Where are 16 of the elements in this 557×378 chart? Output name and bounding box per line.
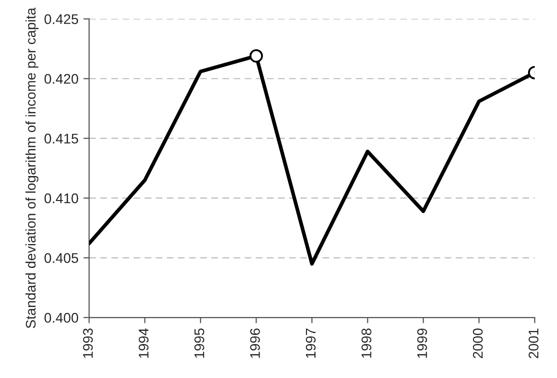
x-tick-label: 1993 <box>83 328 93 358</box>
x-tick-label: 1994 <box>138 328 149 358</box>
x-tick-label: 1998 <box>362 328 372 358</box>
x-tick-label: 2000 <box>472 328 483 358</box>
y-tick-label: 0.400 <box>44 312 78 323</box>
x-tick-label: 1997 <box>306 328 316 358</box>
y-tick-label: 0.420 <box>44 74 78 84</box>
y-tick-label: 0.425 <box>44 14 78 24</box>
y-tick-label: 0.410 <box>44 193 78 204</box>
x-tick-label: 2001 <box>528 328 538 358</box>
x-tick-label: 1996 <box>250 328 260 358</box>
y-tick-label: 0.415 <box>44 134 78 144</box>
y-tick-label: 0.405 <box>44 253 78 263</box>
x-tick-label: 1999 <box>417 328 428 358</box>
x-tick-label: 1995 <box>194 328 204 358</box>
y-axis-title: Standard deviation of logarithm of income per capita <box>25 8 38 328</box>
